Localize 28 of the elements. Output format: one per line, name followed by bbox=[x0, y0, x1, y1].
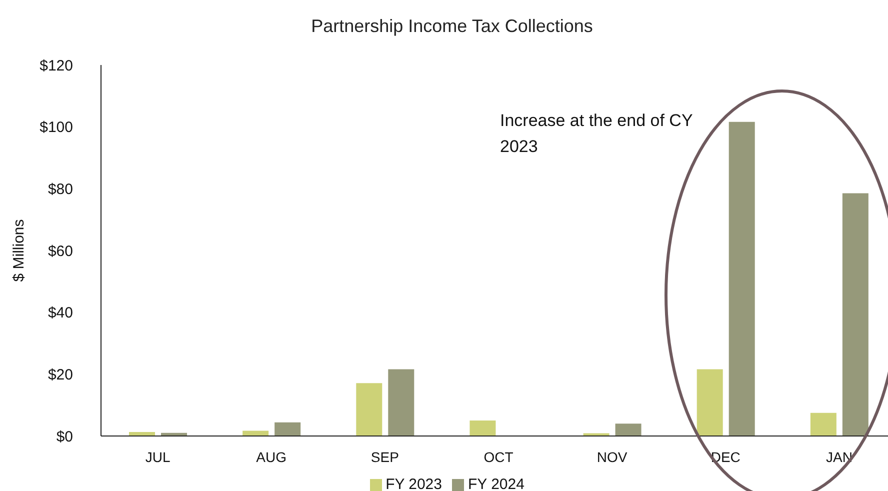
y-tick-label: $80 bbox=[48, 180, 73, 198]
y-tick-label: $100 bbox=[40, 119, 73, 136]
bar bbox=[274, 422, 301, 436]
bar bbox=[615, 424, 642, 436]
annotation: Increase at the end of CY 2023 bbox=[500, 110, 694, 158]
y-tick-label: $20 bbox=[48, 366, 73, 384]
x-tick-label: JUL bbox=[145, 448, 170, 465]
y-axis-title: $ Millions bbox=[10, 219, 28, 282]
y-tick-label: $120 bbox=[40, 57, 73, 74]
bar bbox=[810, 412, 836, 436]
bar bbox=[242, 430, 269, 436]
bar bbox=[356, 383, 382, 436]
y-tick-label: $60 bbox=[48, 242, 73, 260]
bar bbox=[583, 433, 610, 436]
chart-title: Partnership Income Tax Collections bbox=[310, 16, 594, 37]
bar bbox=[470, 420, 496, 436]
bar bbox=[388, 369, 414, 436]
x-tick-label: NOV bbox=[596, 448, 628, 465]
x-tick-label: SEP bbox=[370, 448, 399, 465]
legend-label: FY 2024 bbox=[468, 476, 524, 491]
x-tick-label: AUG bbox=[256, 448, 287, 465]
legend-label: FY 2023 bbox=[386, 476, 442, 491]
y-tick-label: $40 bbox=[48, 304, 73, 322]
bar bbox=[842, 193, 868, 436]
bar bbox=[728, 122, 755, 436]
x-tick-label: OCT bbox=[484, 448, 514, 465]
y-tick-label: $0 bbox=[56, 428, 73, 446]
bar bbox=[696, 369, 723, 436]
